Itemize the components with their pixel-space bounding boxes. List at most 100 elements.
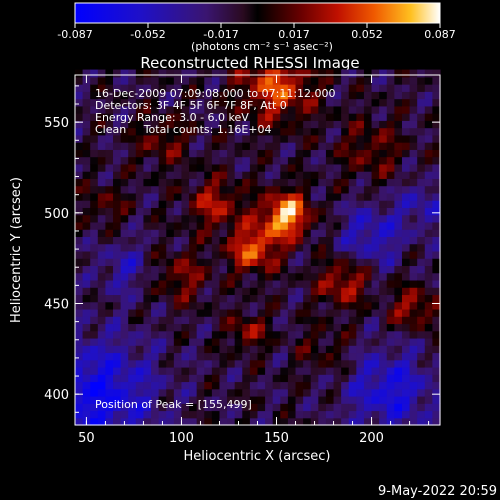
heatmap-cell (82, 279, 91, 288)
heatmap-cell (189, 69, 198, 78)
heatmap-cell (363, 395, 373, 404)
heatmap-cell (401, 258, 411, 267)
heatmap-cell (211, 229, 221, 237)
heatmap-cell (325, 366, 335, 375)
heatmap-cell (219, 337, 228, 346)
heatmap-cell (257, 388, 266, 397)
heatmap-cell (310, 410, 319, 419)
heatmap-cell (341, 403, 350, 412)
heatmap-cell (432, 301, 441, 310)
heatmap-cell (249, 287, 259, 296)
heatmap-cell (113, 214, 122, 223)
heatmap-cell (151, 272, 160, 281)
heatmap-cell (303, 359, 312, 368)
heatmap-cell (379, 323, 388, 332)
heatmap-cell (303, 69, 312, 78)
heatmap-cell (424, 265, 433, 274)
heatmap-cell (265, 352, 274, 361)
heatmap-cell (287, 279, 297, 288)
heatmap-cell (211, 417, 221, 426)
heatmap-cell (204, 316, 213, 325)
heatmap-cell (189, 127, 198, 136)
heatmap-cell (424, 142, 433, 150)
heatmap-cell (234, 301, 243, 310)
heatmap-cell (409, 272, 418, 281)
heatmap-cell (249, 265, 259, 274)
heatmap-cell (181, 229, 190, 237)
heatmap-cell (356, 417, 365, 426)
heatmap-cell (75, 76, 84, 85)
heatmap-cell (97, 250, 107, 259)
heatmap-cell (432, 214, 441, 223)
heatmap-cell (287, 221, 297, 230)
heatmap-cell (204, 272, 213, 281)
heatmap-cell (333, 352, 342, 361)
heatmap-cell (219, 91, 228, 100)
heatmap-cell (204, 279, 213, 288)
heatmap-cell (158, 156, 167, 165)
heatmap-cell (379, 316, 388, 325)
heatmap-cell (97, 337, 107, 346)
heatmap-cell (113, 323, 122, 332)
heatmap-cell (257, 287, 266, 296)
heatmap-cell (189, 330, 198, 339)
heatmap-cell (242, 120, 251, 129)
heatmap-cell (280, 403, 289, 412)
heatmap-cell (234, 258, 243, 267)
heatmap-cell (371, 258, 380, 267)
heatmap-cell (158, 287, 167, 296)
heatmap-cell (173, 395, 183, 404)
heatmap-cell (135, 330, 145, 339)
heatmap-cell (401, 403, 411, 412)
heatmap-cell (394, 105, 403, 114)
heatmap-cell (75, 279, 84, 288)
heatmap-cell (348, 200, 357, 208)
heatmap-cell (128, 279, 137, 288)
heatmap-cell (379, 178, 388, 187)
heatmap-cell (234, 243, 243, 252)
heatmap-cell (379, 236, 388, 245)
heatmap-cell (75, 265, 84, 274)
heatmap-cell (356, 388, 365, 397)
heatmap-cell (363, 279, 373, 288)
heatmap-cell (143, 374, 152, 383)
heatmap-cell (196, 243, 205, 252)
heatmap-cell (120, 395, 129, 404)
heatmap-cell (227, 142, 236, 150)
heatmap-cell (417, 127, 426, 136)
heatmap-cell (75, 105, 84, 114)
heatmap-cell (189, 316, 198, 325)
heatmap-cell (287, 403, 297, 412)
heatmap-cell (386, 185, 395, 194)
heatmap-cell (204, 134, 213, 143)
heatmap-cell (341, 236, 350, 245)
heatmap-cell (211, 185, 221, 194)
heatmap-cell (409, 127, 418, 136)
heatmap-cell (409, 178, 418, 187)
heatmap-cell (189, 410, 198, 419)
heatmap-cell (333, 258, 342, 267)
heatmap-cell (82, 243, 91, 252)
heatmap-cell (409, 229, 418, 237)
heatmap-cell (265, 214, 274, 223)
heatmap-cell (401, 287, 411, 296)
heatmap-cell (432, 330, 441, 339)
heatmap-cell (128, 352, 137, 361)
heatmap-cell (242, 388, 251, 397)
heatmap-cell (280, 120, 289, 129)
heatmap-cell (82, 316, 91, 325)
heatmap-cell (280, 243, 289, 252)
heatmap-cell (189, 221, 198, 230)
heatmap-cell (249, 236, 259, 245)
heatmap-cell (280, 127, 289, 136)
heatmap-cell (409, 214, 418, 223)
heatmap-cell (333, 265, 342, 274)
heatmap-cell (356, 337, 365, 346)
heatmap-cell (158, 272, 167, 281)
heatmap-cell (143, 417, 152, 426)
heatmap-cell (151, 142, 160, 150)
heatmap-cell (363, 250, 373, 259)
heatmap-cell (257, 113, 266, 121)
heatmap-cell (341, 395, 350, 404)
heatmap-cell (204, 287, 213, 296)
